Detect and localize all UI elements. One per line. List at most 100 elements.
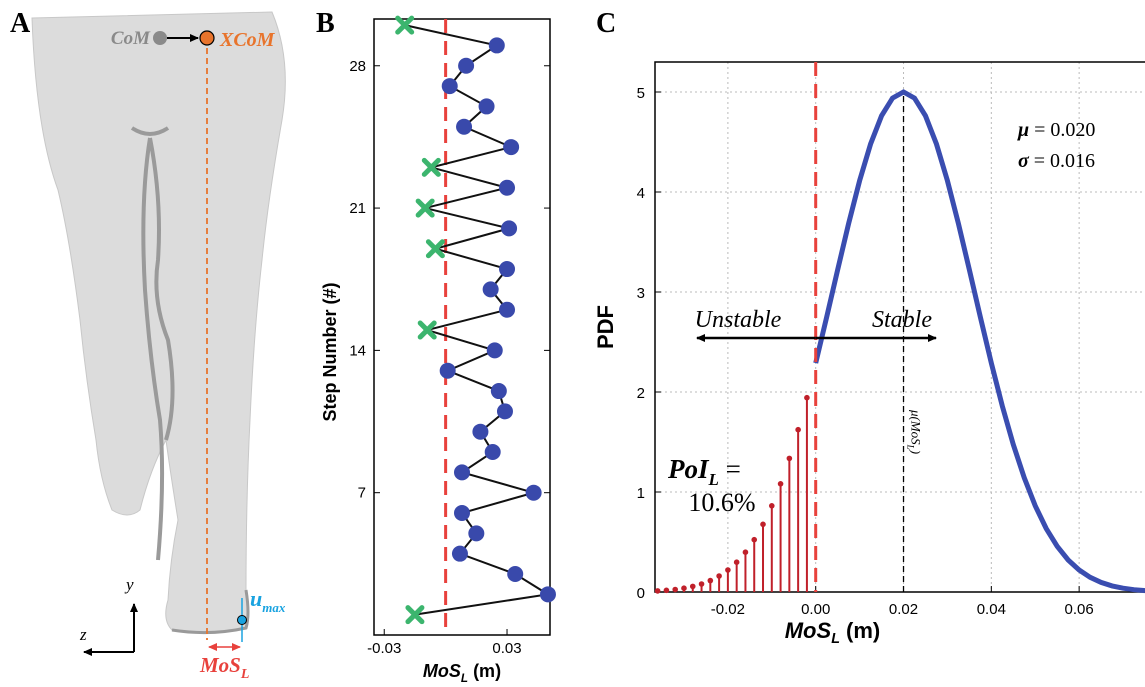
stable-step — [499, 261, 516, 278]
stable-step — [472, 423, 489, 440]
y-axis-label: PDF — [593, 305, 618, 349]
stem-head — [716, 573, 722, 579]
stem-head — [689, 583, 696, 590]
stable-step — [501, 220, 518, 237]
xcom-dot — [199, 30, 215, 46]
poi-value: 10.6% — [688, 488, 755, 517]
mu-text: = 0.020 — [1029, 119, 1095, 141]
axis-z-label: z — [79, 625, 87, 644]
stem-head — [751, 536, 758, 543]
y-tick-label: 7 — [358, 485, 366, 502]
y-tick-label: 0 — [637, 585, 645, 602]
y-tick-label: 21 — [349, 200, 366, 217]
stem-head — [777, 481, 784, 487]
legs-silhouette — [31, 11, 286, 634]
stem-head — [663, 587, 670, 594]
plot-frame — [654, 61, 1145, 593]
stem-head — [654, 588, 661, 594]
stem-head — [698, 581, 705, 587]
poi-sub: L — [708, 470, 719, 489]
mos-main: MoS — [199, 653, 241, 677]
umax-sub: max — [262, 600, 286, 615]
unstable-step — [415, 198, 435, 218]
stable-step — [496, 403, 513, 420]
axis-label-main: MoS — [785, 618, 832, 643]
axis-label-sub: L — [461, 672, 468, 685]
mos-sub: L — [240, 667, 250, 682]
x-tick-label: -0.03 — [367, 640, 401, 657]
stable-step — [488, 37, 505, 54]
unstable-label: Unstable — [695, 307, 782, 333]
x-tick-label: 0.04 — [977, 601, 1006, 618]
stable-step — [482, 281, 499, 298]
mu-symbol: μ — [1017, 119, 1029, 141]
unstable-step — [425, 239, 445, 259]
axis-label: MoSL (m) — [785, 618, 881, 647]
leg-outline — [171, 589, 250, 635]
stable-step — [478, 98, 495, 115]
stem-head — [681, 585, 687, 591]
axis-label-sub: L — [831, 631, 840, 647]
sigma-stat: σ = 0.016 — [1018, 150, 1095, 172]
umax-main: u — [250, 586, 262, 611]
y-tick-label: 2 — [637, 385, 645, 402]
panel-letter: C — [596, 8, 616, 39]
x-tick-label: 0.06 — [1065, 601, 1094, 618]
y-tick-label: 4 — [637, 185, 645, 202]
sigma-symbol: σ — [1018, 150, 1030, 172]
leg-gap — [130, 126, 175, 561]
y-tick-label: 3 — [637, 285, 645, 302]
stem-head — [725, 567, 731, 573]
mean-label: μ(MoSL) — [906, 409, 924, 454]
unstable-step — [395, 15, 415, 35]
poi-main: PoI — [667, 454, 710, 484]
stem-head — [786, 455, 793, 462]
stable-step — [484, 444, 501, 461]
pdf-curve — [813, 89, 1145, 594]
unstable-step — [417, 320, 437, 340]
x-tick-label: 0.00 — [801, 601, 830, 618]
y-tick-label: 14 — [349, 342, 366, 359]
stable-step — [439, 362, 456, 379]
x-tick-label: 0.02 — [889, 601, 918, 618]
stable-step — [499, 301, 516, 318]
stable-step — [454, 505, 470, 522]
stable-step — [468, 525, 485, 542]
mos-label: MoSL — [199, 653, 249, 682]
stem-head — [707, 577, 714, 584]
stable-step — [503, 139, 520, 156]
stem-head — [804, 394, 810, 401]
mean-label-main: μ(MoS — [909, 409, 924, 445]
stable-step — [458, 57, 475, 74]
stem-head — [795, 426, 801, 433]
mean-label-sub: L — [906, 444, 916, 450]
stable-step — [441, 78, 458, 95]
axis-y-label: y — [124, 575, 134, 594]
axis-label-unit: (m) — [468, 661, 501, 681]
stem-head — [768, 503, 775, 509]
umax-dot — [237, 615, 247, 625]
stem-head — [742, 549, 749, 555]
x-tick-label: -0.02 — [711, 601, 745, 618]
poi-label: PoIL = — [667, 454, 741, 489]
panel-letter: A — [10, 8, 31, 39]
plot-frame — [373, 18, 551, 636]
stem-head — [672, 586, 678, 593]
y-tick-label: 1 — [637, 485, 645, 502]
stable-step — [499, 179, 516, 196]
umax-label: umax — [250, 586, 286, 615]
panel-a: A CoM XCoM umax MoSL y z — [10, 8, 286, 682]
stem-head — [733, 559, 740, 565]
axis-label-main: MoS — [423, 661, 461, 681]
unstable-step — [421, 157, 441, 177]
xcom-label: XCoM — [219, 29, 276, 51]
sigma-text: = 0.016 — [1029, 150, 1095, 172]
stable-step — [490, 383, 507, 400]
panel-letter: B — [316, 8, 335, 39]
poi-eq: = — [719, 454, 741, 484]
mean-label-end: ) — [909, 449, 924, 454]
stable-label: Stable — [872, 307, 932, 333]
stable-step — [486, 342, 503, 359]
